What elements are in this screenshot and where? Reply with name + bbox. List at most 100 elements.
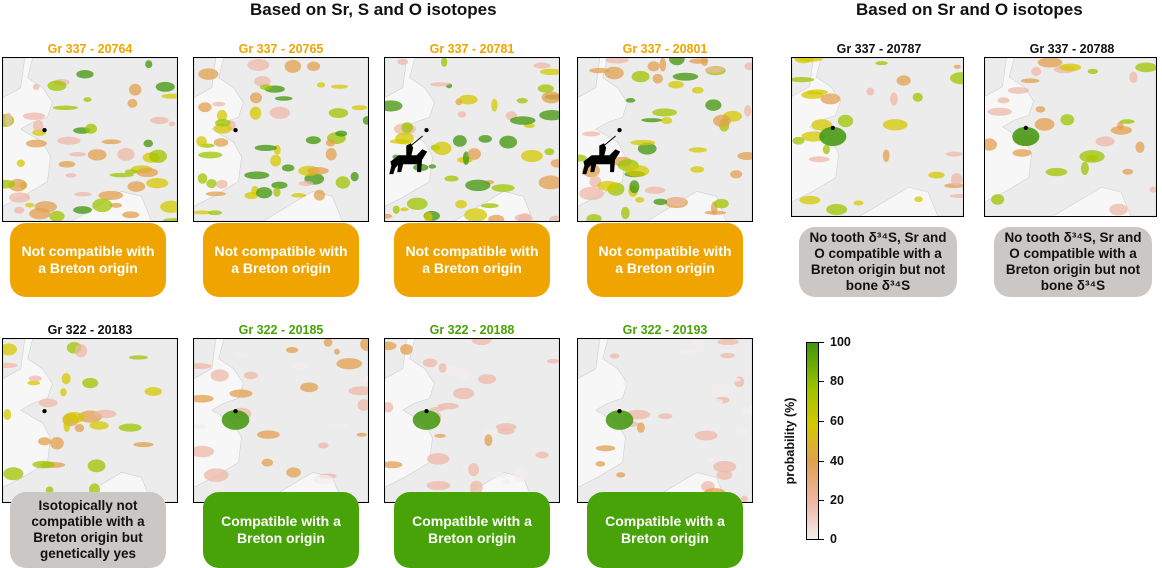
probability-patch	[666, 197, 686, 206]
probability-patch	[13, 206, 25, 214]
probability-patch	[168, 121, 176, 127]
probability-patch	[710, 398, 723, 405]
probability-patch	[325, 147, 337, 161]
brittany-high-probability	[605, 410, 634, 430]
probability-patch	[801, 131, 826, 142]
legend-title: probability (%)	[783, 397, 797, 485]
status-line: genetically yes	[39, 546, 137, 561]
status-line: Compatible with a	[605, 513, 725, 529]
probability-patch	[400, 207, 409, 212]
probability-patch	[520, 149, 543, 163]
legend-tick	[819, 342, 824, 343]
probability-patch	[1129, 71, 1138, 83]
probability-patch	[330, 84, 349, 89]
probability-patch	[215, 118, 231, 127]
land-area	[3, 58, 177, 221]
probability-patch	[694, 430, 718, 441]
probability-patch	[92, 198, 113, 213]
probability-patch	[117, 147, 135, 161]
probability-patch	[22, 112, 46, 120]
probability-patch	[478, 135, 492, 143]
probability-patch	[82, 377, 99, 389]
probability-patch	[150, 116, 169, 125]
probability-patch	[489, 472, 509, 478]
probability-patch	[535, 451, 549, 459]
probability-patch	[29, 208, 51, 220]
probability-patch	[426, 480, 451, 491]
panel-title: Gr 337 - 20781	[429, 42, 515, 56]
probability-patch	[426, 453, 450, 465]
probability-patch	[625, 98, 636, 103]
brittany-high-probability	[412, 410, 441, 430]
probability-patch	[38, 437, 51, 446]
probability-patch	[808, 156, 830, 163]
panel-title: Gr 337 - 20787	[836, 42, 922, 56]
probability-patch	[73, 206, 92, 214]
probability-patch	[144, 387, 162, 396]
probability-patch	[882, 119, 908, 131]
brittany-high-probability	[819, 126, 847, 147]
probability-patch	[333, 348, 340, 355]
probability-patch	[595, 445, 616, 452]
probability-patch	[38, 398, 58, 408]
probability-patch	[704, 210, 726, 215]
brittany-high-probability	[221, 410, 250, 430]
probability-patch	[1059, 63, 1082, 72]
probability-map	[984, 57, 1157, 217]
probability-patch	[1045, 167, 1068, 177]
probability-patch	[305, 136, 321, 145]
probability-patch	[740, 495, 748, 502]
probability-patch	[160, 200, 177, 213]
probability-patch	[987, 107, 1012, 116]
probability-patch	[122, 211, 140, 219]
probability-patch	[882, 149, 890, 163]
probability-patch	[544, 148, 555, 156]
probability-patch	[74, 344, 88, 358]
probability-patch	[706, 457, 714, 462]
map-drawing	[578, 58, 752, 221]
probability-patch	[63, 412, 85, 424]
probability-patch	[641, 118, 663, 123]
probability-patch	[422, 358, 438, 368]
brittany-high-probability	[1012, 126, 1040, 147]
probability-patch	[197, 173, 208, 184]
site-marker	[424, 408, 429, 414]
probability-patch	[385, 213, 393, 219]
probability-patch	[47, 80, 67, 91]
probability-patch	[799, 195, 821, 205]
probability-patch	[128, 355, 148, 360]
status-badge: Isotopically not compatible with a Breton …	[10, 492, 166, 568]
probability-patch	[586, 213, 602, 221]
status-line: a Breton origin	[231, 260, 331, 276]
probability-patch	[1122, 168, 1134, 175]
site-marker	[617, 408, 622, 414]
probability-patch	[826, 203, 848, 216]
status-badge: Not compatible with a Breton origin	[587, 223, 743, 297]
probability-patch	[101, 139, 122, 145]
probability-patch	[284, 59, 302, 73]
probability-patch	[949, 193, 963, 198]
probability-patch	[1007, 87, 1030, 94]
probability-patch	[336, 358, 363, 370]
probability-patch	[385, 402, 394, 413]
probability-patch	[464, 208, 488, 221]
legend-tick-label: 0	[830, 532, 837, 546]
probability-patch	[385, 341, 397, 351]
probability-patch	[385, 461, 403, 469]
probability-patch	[52, 105, 79, 111]
probability-patch	[837, 114, 854, 128]
map-drawing	[194, 58, 368, 221]
probability-patch	[216, 179, 228, 189]
probability-patch	[32, 120, 44, 132]
probability-patch	[194, 445, 215, 458]
site-marker	[42, 127, 47, 133]
probability-patch	[478, 374, 497, 384]
probability-patch	[717, 339, 739, 346]
probability-patch	[690, 166, 705, 173]
probability-patch	[57, 136, 81, 145]
probability-patch	[453, 387, 475, 400]
probability-patch	[32, 83, 40, 91]
status-line: Breton origin but not	[1005, 262, 1141, 277]
probability-patch	[549, 215, 559, 221]
probability-patch	[254, 144, 277, 152]
